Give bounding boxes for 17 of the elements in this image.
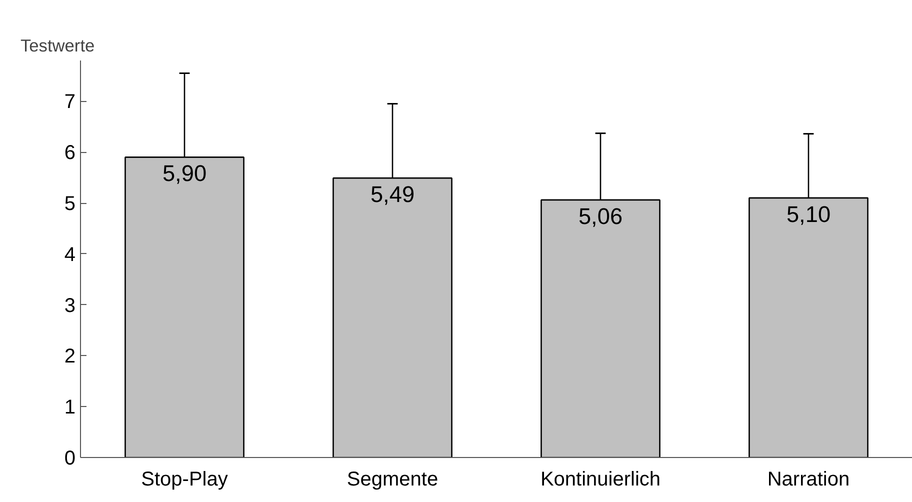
y-tick-label: 5 (64, 193, 76, 216)
y-tick-label: 4 (64, 244, 76, 266)
y-tick-label: 7 (64, 91, 76, 114)
x-tick-label: Kontinuierlich (540, 468, 661, 490)
y-tick-label: 0 (64, 448, 76, 470)
x-tick-label: Stop-Play (141, 468, 228, 490)
data-label: 5,06 (578, 202, 623, 229)
y-tick-label: 3 (64, 294, 76, 317)
y-axis-title: Testwerte (20, 36, 95, 56)
y-tick-label: 1 (64, 396, 76, 419)
x-tick-label: Segmente (346, 468, 438, 490)
y-tick-label: 2 (64, 346, 76, 368)
data-label: 5,90 (162, 160, 207, 186)
x-tick-label: Narration (767, 468, 850, 490)
y-tick-label: 6 (64, 142, 76, 164)
data-label: 5,10 (786, 200, 831, 227)
data-label: 5,49 (370, 181, 415, 208)
